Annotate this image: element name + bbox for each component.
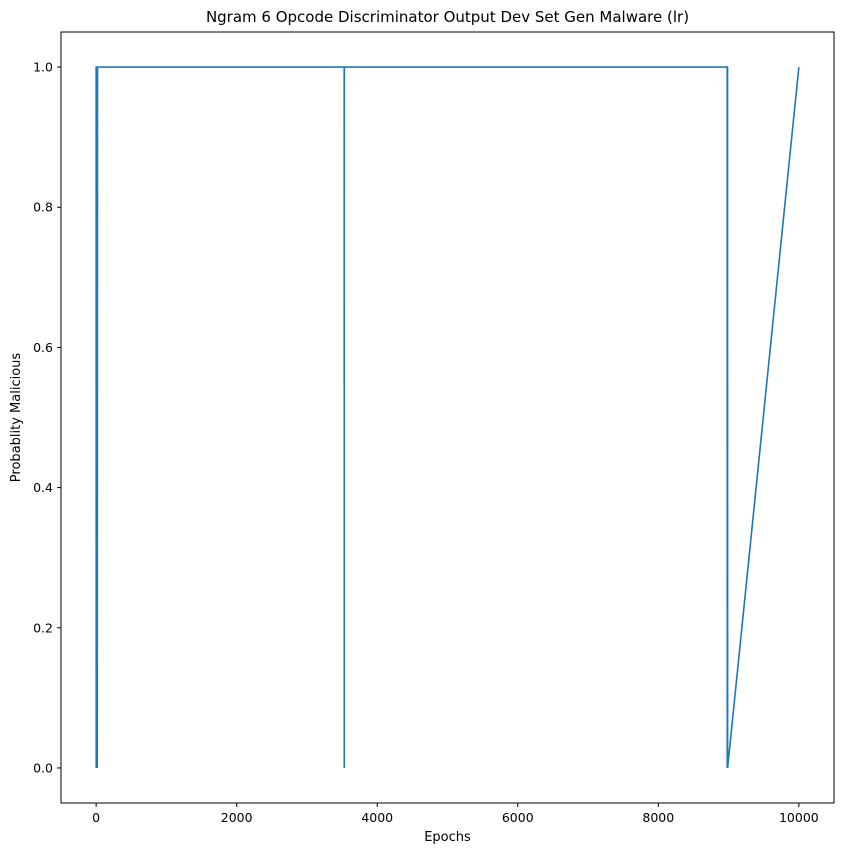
x-tick-label: 10000 [779,810,819,825]
x-tick-label: 2000 [221,810,253,825]
plot-area-frame [60,31,835,804]
y-tick-label: 0.2 [33,620,53,635]
y-tick-label: 0.6 [33,340,53,355]
y-axis-label: Probablity Malicious [9,353,24,483]
x-tick-label: 0 [92,810,100,825]
y-tick-label: 0.4 [33,480,53,495]
y-tick-label: 0.0 [33,760,53,775]
series-line-0 [95,66,800,769]
x-axis-label: Epochs [424,830,471,845]
y-axis: 0.0 0.2 0.4 0.6 0.8 1.0 [33,60,61,775]
chart-title: Ngram 6 Opcode Discriminator Output Dev … [206,8,689,26]
x-tick-label: 8000 [642,810,674,825]
y-tick-label: 0.8 [33,200,53,215]
y-tick-label: 1.0 [33,60,53,75]
x-tick-label: 4000 [361,810,393,825]
x-axis: 0 2000 4000 6000 8000 10000 [92,803,819,825]
plot-series-group [95,66,800,769]
x-tick-label: 6000 [502,810,534,825]
